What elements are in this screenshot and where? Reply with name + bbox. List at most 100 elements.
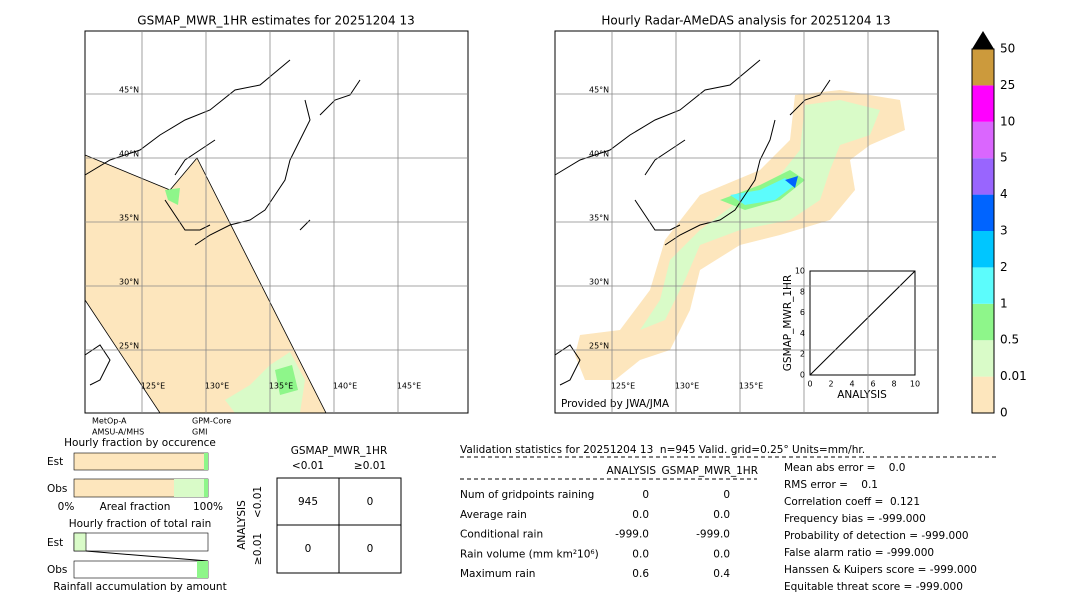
cell: -999.0	[615, 529, 649, 541]
rain-area	[275, 365, 298, 395]
inset-tick: 10	[795, 267, 805, 276]
row-label: Average rain	[460, 509, 527, 521]
inset-y-label: GSMAP_MWR_1HR	[782, 275, 794, 371]
lat-label: 40°N	[589, 150, 609, 159]
cell: 0.6	[632, 568, 649, 580]
lat-label: 35°N	[119, 214, 139, 223]
colorbar-band	[972, 121, 994, 159]
lat-label: 30°N	[589, 278, 609, 287]
cell: 0	[367, 543, 374, 555]
fraction-panels: Hourly fraction by occurence Est Obs 0% …	[47, 437, 227, 593]
sensor-label: AMSU-A/MHS	[92, 428, 144, 437]
colorbar-label: 25	[1000, 78, 1015, 92]
colorbar-band	[972, 158, 994, 195]
cell: -999.0	[696, 529, 730, 541]
lat-label: 35°N	[589, 214, 609, 223]
score: Frequency bias = -999.000	[784, 513, 926, 525]
lon-label: 135°E	[269, 382, 293, 391]
rain-area	[640, 100, 880, 330]
inset-x-label: ANALYSIS	[837, 389, 887, 401]
colorbar-frame	[971, 48, 995, 414]
colorbar-label: 0	[1000, 406, 1008, 420]
lat-label: 45°N	[119, 86, 139, 95]
lon-label: 140°E	[333, 382, 357, 391]
row-label: Est	[47, 456, 63, 468]
score: RMS error = 0.1	[784, 479, 878, 491]
colorbar-label: 4	[1000, 187, 1008, 201]
colorbar-label: 1	[1000, 296, 1008, 310]
inset-tick: 6	[800, 308, 805, 317]
cell: 0.0	[713, 509, 730, 521]
cell: 0	[367, 496, 374, 508]
map-title: GSMAP_MWR_1HR estimates for 20251204 13	[137, 14, 414, 28]
lon-label: 135°E	[739, 382, 763, 391]
inset-tick: 2	[800, 350, 805, 359]
lon-label: 130°E	[675, 382, 699, 391]
inset-tick: 4	[800, 329, 805, 338]
side-label: ANALYSIS	[236, 500, 248, 550]
map-title: Hourly Radar-AMeDAS analysis for 2025120…	[601, 14, 890, 28]
coastline	[84, 59, 361, 386]
colorbar-label: 3	[1000, 224, 1008, 238]
inset-tick: 10	[910, 380, 920, 389]
contingency-table: GSMAP_MWR_1HR <0.01 ≥0.01 ANALYSIS <0.01…	[236, 445, 402, 574]
validation-header: Validation statistics for 20251204 13 n=…	[460, 444, 865, 456]
bar	[204, 453, 208, 470]
cell: 0.0	[632, 509, 649, 521]
cell: 0	[642, 489, 649, 501]
rain-area	[165, 188, 180, 205]
colorbar-band	[972, 49, 994, 86]
rain-area	[730, 178, 795, 205]
validation-stats: Validation statistics for 20251204 13 n=…	[460, 444, 996, 593]
rain-area	[785, 176, 798, 188]
inset-tick: 0	[807, 380, 812, 389]
lon-label: 130°E	[205, 382, 229, 391]
inset-tick: 2	[828, 380, 833, 389]
inset-tick: 4	[849, 380, 854, 389]
cell: 0.0	[713, 548, 730, 560]
colorbar-band	[972, 303, 994, 341]
lat-label: 30°N	[119, 278, 139, 287]
lat-label: 25°N	[589, 342, 609, 351]
column-label: <0.01	[292, 460, 324, 472]
colorbar-extend	[972, 31, 994, 49]
colorbar-band	[972, 376, 994, 413]
bar	[73, 452, 209, 471]
inset-tick: 8	[891, 380, 896, 389]
column-label: ≥0.01	[354, 460, 386, 472]
axis-label: 100%	[193, 501, 223, 513]
bar	[204, 479, 208, 497]
cell: 0.4	[713, 568, 730, 580]
colorbar-band	[972, 194, 994, 231]
bar	[73, 560, 209, 579]
bar	[73, 532, 87, 552]
panel-title: Hourly fraction by occurence	[64, 437, 216, 449]
column-label: GSMAP_MWR_1HR	[662, 465, 758, 477]
score: False alarm ratio = -999.000	[784, 547, 934, 559]
left-map: GSMAP_MWR_1HR estimates for 20251204 13	[84, 14, 469, 414]
score: Probability of detection = -999.000	[784, 530, 969, 542]
row-label: Obs	[47, 564, 67, 576]
row-label: Obs	[47, 483, 67, 495]
row-label: Rain volume (mm km²10⁶)	[460, 548, 599, 560]
cell: 0.0	[632, 548, 649, 560]
score: Hanssen & Kuipers score = -999.000	[784, 564, 977, 576]
column-label: ANALYSIS	[606, 465, 656, 477]
row-label: Maximum rain	[460, 568, 535, 580]
inset-tick: 8	[800, 287, 805, 296]
axis-label: 0%	[58, 501, 75, 513]
lat-label: 25°N	[119, 342, 139, 351]
bar	[174, 479, 204, 497]
credit: Provided by JWA/JMA	[561, 398, 670, 410]
connector	[85, 550, 209, 562]
lon-label: 125°E	[141, 382, 165, 391]
score: Correlation coeff = 0.121	[784, 496, 920, 508]
table-title: GSMAP_MWR_1HR	[291, 445, 387, 457]
panel-footer: Rainfall accumulation by amount	[53, 581, 226, 593]
lon-label: 125°E	[611, 382, 635, 391]
inset-tick: 6	[870, 380, 875, 389]
colorbar-band	[972, 231, 994, 268]
colorbar-label: 0.01	[1000, 369, 1027, 383]
inset-tick: 0	[800, 371, 805, 380]
row-label: ≥0.01	[252, 533, 264, 565]
